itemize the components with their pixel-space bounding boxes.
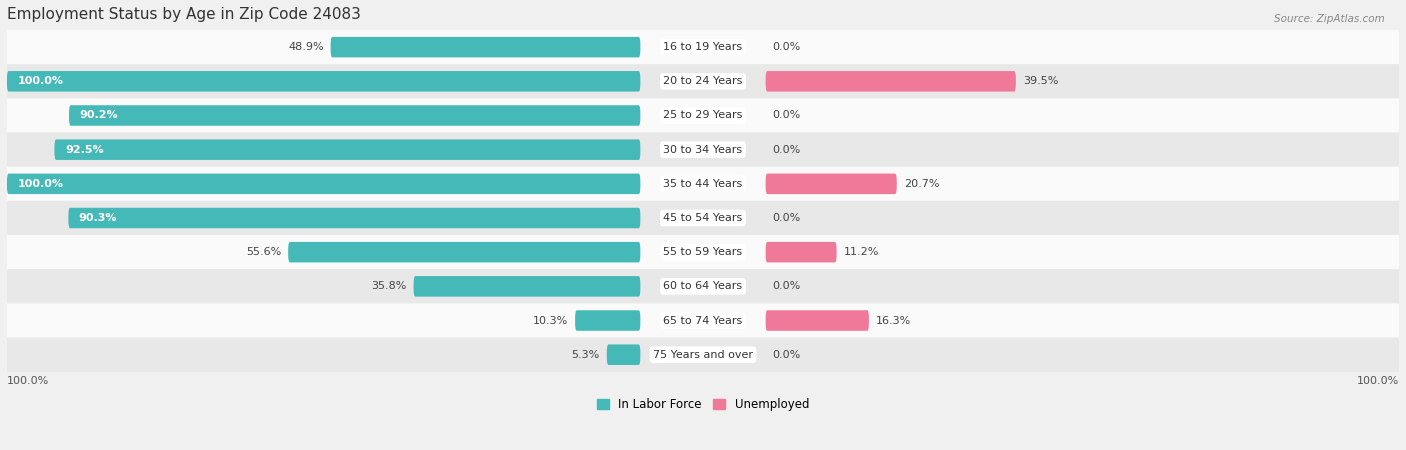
Text: 0.0%: 0.0% <box>773 144 801 155</box>
Text: 90.3%: 90.3% <box>79 213 117 223</box>
Text: 100.0%: 100.0% <box>7 376 49 386</box>
FancyBboxPatch shape <box>330 37 640 58</box>
Text: 11.2%: 11.2% <box>844 247 879 257</box>
Text: 90.2%: 90.2% <box>80 111 118 121</box>
Text: 60 to 64 Years: 60 to 64 Years <box>664 281 742 291</box>
Text: 92.5%: 92.5% <box>65 144 104 155</box>
Text: 100.0%: 100.0% <box>17 179 63 189</box>
Text: 48.9%: 48.9% <box>288 42 323 52</box>
Text: 0.0%: 0.0% <box>773 350 801 360</box>
Text: 35 to 44 Years: 35 to 44 Years <box>664 179 742 189</box>
FancyBboxPatch shape <box>7 269 1399 303</box>
Text: 25 to 29 Years: 25 to 29 Years <box>664 111 742 121</box>
FancyBboxPatch shape <box>766 310 869 331</box>
FancyBboxPatch shape <box>575 310 640 331</box>
Text: 55 to 59 Years: 55 to 59 Years <box>664 247 742 257</box>
Text: 0.0%: 0.0% <box>773 281 801 291</box>
Text: 65 to 74 Years: 65 to 74 Years <box>664 315 742 325</box>
FancyBboxPatch shape <box>766 242 837 262</box>
FancyBboxPatch shape <box>7 30 1399 64</box>
FancyBboxPatch shape <box>7 133 1399 167</box>
FancyBboxPatch shape <box>766 71 1017 91</box>
FancyBboxPatch shape <box>7 303 1399 338</box>
Text: 30 to 34 Years: 30 to 34 Years <box>664 144 742 155</box>
FancyBboxPatch shape <box>7 235 1399 269</box>
FancyBboxPatch shape <box>7 338 1399 372</box>
Text: Source: ZipAtlas.com: Source: ZipAtlas.com <box>1274 14 1385 23</box>
Text: 0.0%: 0.0% <box>773 213 801 223</box>
Text: 16.3%: 16.3% <box>876 315 911 325</box>
Text: 0.0%: 0.0% <box>773 111 801 121</box>
Text: 45 to 54 Years: 45 to 54 Years <box>664 213 742 223</box>
Text: 55.6%: 55.6% <box>246 247 281 257</box>
FancyBboxPatch shape <box>69 105 640 126</box>
Text: Employment Status by Age in Zip Code 24083: Employment Status by Age in Zip Code 240… <box>7 7 361 22</box>
FancyBboxPatch shape <box>7 174 640 194</box>
FancyBboxPatch shape <box>55 140 640 160</box>
Text: 100.0%: 100.0% <box>17 76 63 86</box>
Text: 39.5%: 39.5% <box>1022 76 1059 86</box>
FancyBboxPatch shape <box>766 174 897 194</box>
FancyBboxPatch shape <box>607 344 640 365</box>
Text: 5.3%: 5.3% <box>572 350 600 360</box>
FancyBboxPatch shape <box>7 201 1399 235</box>
FancyBboxPatch shape <box>69 208 640 228</box>
Text: 100.0%: 100.0% <box>1357 376 1399 386</box>
Legend: In Labor Force, Unemployed: In Labor Force, Unemployed <box>592 394 814 416</box>
Text: 0.0%: 0.0% <box>773 42 801 52</box>
Text: 35.8%: 35.8% <box>371 281 406 291</box>
FancyBboxPatch shape <box>7 167 1399 201</box>
FancyBboxPatch shape <box>7 99 1399 133</box>
Text: 20.7%: 20.7% <box>904 179 939 189</box>
FancyBboxPatch shape <box>7 71 640 91</box>
Text: 16 to 19 Years: 16 to 19 Years <box>664 42 742 52</box>
Text: 75 Years and over: 75 Years and over <box>652 350 754 360</box>
FancyBboxPatch shape <box>413 276 640 297</box>
FancyBboxPatch shape <box>288 242 640 262</box>
Text: 20 to 24 Years: 20 to 24 Years <box>664 76 742 86</box>
Text: 10.3%: 10.3% <box>533 315 568 325</box>
FancyBboxPatch shape <box>7 64 1399 99</box>
